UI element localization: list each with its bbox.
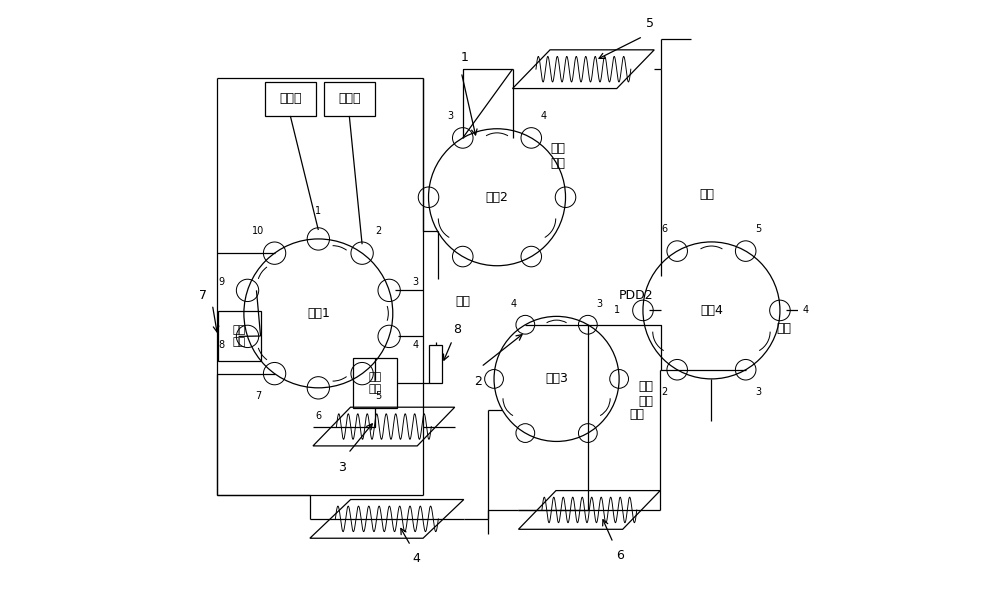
Text: 8: 8	[453, 323, 461, 336]
Text: 事件2: 事件2	[486, 191, 508, 204]
Text: 针阀: 针阀	[777, 322, 792, 335]
Text: 7: 7	[199, 289, 207, 302]
Bar	[218, 310, 261, 361]
Text: 1: 1	[614, 306, 620, 315]
Text: 事件4: 事件4	[700, 304, 723, 317]
Text: 1: 1	[460, 51, 468, 64]
Text: 3: 3	[597, 300, 603, 309]
Text: 针阀: 针阀	[629, 408, 644, 421]
Text: 10: 10	[252, 226, 264, 236]
Text: 4: 4	[413, 340, 419, 350]
Text: 事件3: 事件3	[545, 373, 568, 386]
Text: 8: 8	[218, 340, 224, 350]
Text: 4: 4	[803, 306, 809, 315]
Text: 样品出: 样品出	[338, 93, 361, 106]
Text: 9: 9	[218, 277, 224, 287]
Text: 第三
载气: 第三 载气	[551, 141, 566, 170]
Bar	[324, 82, 375, 116]
Text: 针阀: 针阀	[700, 188, 715, 201]
Text: 第四
载气: 第四 载气	[638, 380, 653, 408]
Text: 6: 6	[616, 549, 624, 562]
Text: 2: 2	[375, 226, 382, 236]
Text: 样品进: 样品进	[279, 93, 302, 106]
Text: 第二
载气: 第二 载气	[368, 373, 382, 394]
Text: 2: 2	[661, 387, 667, 397]
Text: 针阀: 针阀	[455, 295, 470, 308]
Text: 1: 1	[315, 206, 321, 216]
Text: 5: 5	[755, 224, 762, 234]
Bar	[265, 82, 316, 116]
Text: 3: 3	[338, 460, 346, 473]
Text: 3: 3	[447, 110, 453, 121]
Text: 5: 5	[646, 17, 654, 30]
Text: 3: 3	[755, 387, 762, 397]
Text: 第一
载气: 第一 载气	[232, 325, 246, 347]
Text: PDD2: PDD2	[618, 289, 653, 302]
Text: 4: 4	[541, 110, 547, 121]
Text: 5: 5	[375, 391, 382, 401]
Text: 6: 6	[661, 224, 667, 234]
Text: 4: 4	[511, 300, 517, 309]
Text: 3: 3	[413, 277, 419, 287]
Text: 4: 4	[413, 552, 421, 565]
Text: 2: 2	[474, 376, 482, 389]
Bar	[429, 344, 442, 383]
Text: 事件1: 事件1	[307, 307, 330, 320]
Text: 7: 7	[255, 391, 261, 401]
Text: 6: 6	[315, 411, 321, 421]
Bar	[353, 358, 397, 408]
